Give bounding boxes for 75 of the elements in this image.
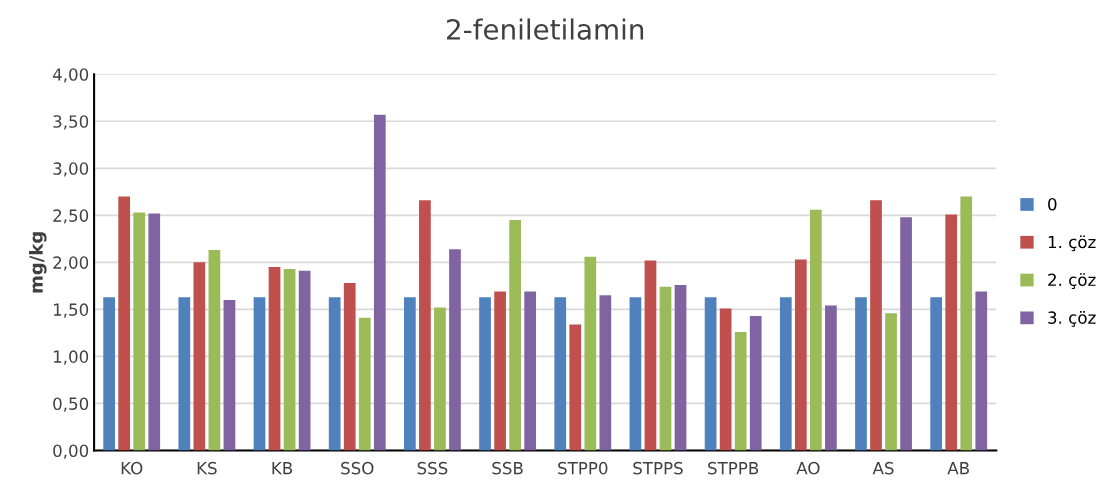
y-tick-label: 2,00 (53, 256, 89, 271)
bar (734, 331, 747, 451)
bar (268, 267, 281, 451)
x-tick-label: AO (796, 461, 820, 475)
bar (885, 313, 897, 451)
bar (809, 209, 822, 451)
bar (193, 262, 206, 451)
bar (283, 268, 296, 451)
bar (449, 249, 461, 451)
bar (930, 297, 943, 451)
y-tick-label: 1,50 (53, 303, 89, 318)
bar (133, 212, 146, 451)
bar (749, 315, 762, 451)
bar (419, 200, 431, 451)
x-tick-label: KS (197, 461, 217, 475)
bar (253, 297, 266, 451)
bar (479, 297, 491, 451)
x-tick-label: AS (872, 461, 894, 475)
bar (779, 297, 792, 451)
bar (825, 305, 837, 451)
x-tick-label: STPPS (633, 461, 683, 475)
bar (599, 295, 612, 451)
bar (855, 297, 867, 451)
bar (584, 256, 597, 451)
bar (223, 299, 236, 451)
x-tick-label: KO (121, 461, 143, 475)
bar (870, 200, 882, 451)
x-tick-label: STPP0 (558, 461, 608, 475)
x-tick-label: SSB (492, 461, 523, 475)
x-tick-label: SSS (417, 461, 448, 475)
bar (328, 297, 341, 451)
bar (358, 317, 371, 451)
bar (434, 307, 446, 451)
bar (960, 196, 973, 451)
bar (298, 270, 311, 451)
bar (554, 297, 567, 451)
y-tick-label: 0,00 (53, 444, 89, 459)
y-tick-label: 3,00 (53, 162, 89, 177)
x-tick-label: STPPB (708, 461, 759, 475)
x-tick-label: AB (947, 462, 969, 475)
bar (794, 259, 807, 451)
legend-label: 3. çöz (1048, 311, 1096, 327)
y-tick-label: 0,50 (53, 397, 89, 412)
bar (178, 297, 191, 451)
bar (404, 297, 416, 451)
bar (208, 250, 221, 451)
x-tick-label: KB (272, 462, 293, 475)
y-axis-title: mg/kg (28, 232, 47, 293)
bar (945, 214, 958, 451)
bar (629, 297, 642, 451)
bar (659, 286, 672, 451)
bar (674, 284, 687, 451)
y-tick-label: 3,50 (53, 115, 89, 130)
bar (343, 283, 356, 451)
bar (494, 291, 506, 451)
bar (975, 291, 988, 451)
bar (644, 260, 657, 451)
bar (719, 308, 732, 451)
y-tick-label: 2,50 (53, 209, 89, 224)
chart-title: 2-feniletilamin (447, 18, 644, 40)
legend-label: 1. çöz (1048, 235, 1096, 252)
bar (509, 220, 521, 451)
bar (148, 213, 161, 451)
legend-label: 2. çöz (1048, 273, 1096, 290)
bar (900, 217, 912, 451)
y-tick-label: 4,00 (52, 68, 89, 83)
bar (118, 196, 131, 451)
bar (569, 324, 582, 451)
bar (103, 297, 115, 451)
bar (373, 114, 386, 451)
legend-label: 0 (1048, 197, 1057, 211)
x-tick-label: SSO (341, 461, 374, 475)
bar (524, 291, 537, 451)
y-tick-label: 1,00 (53, 350, 89, 365)
bar (704, 297, 717, 451)
